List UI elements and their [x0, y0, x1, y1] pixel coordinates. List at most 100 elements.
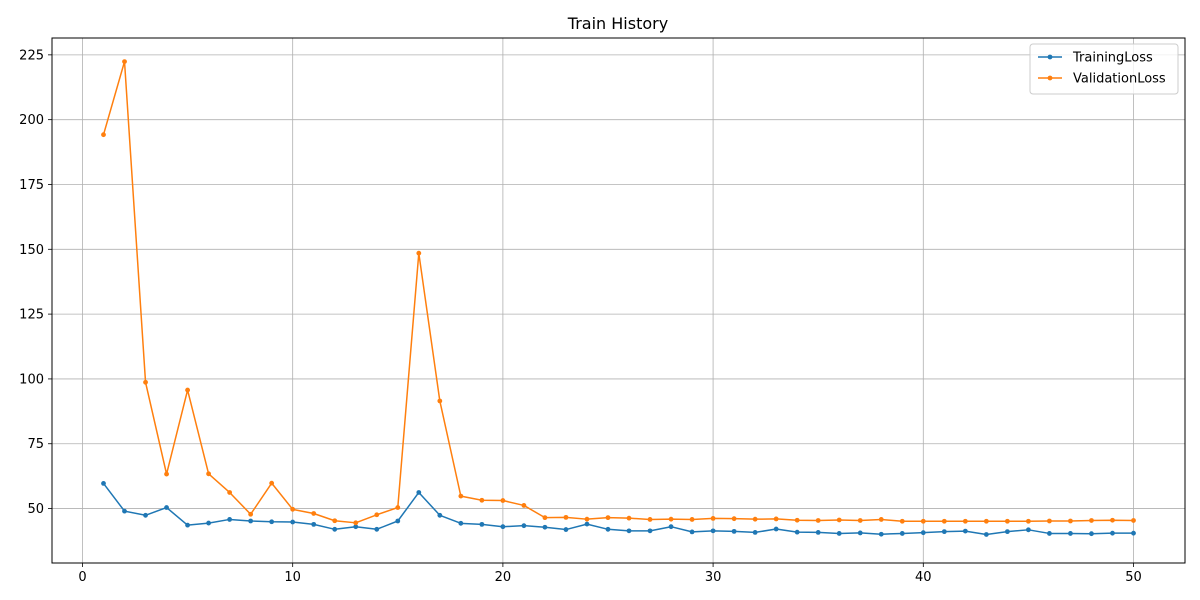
data-point — [836, 531, 842, 536]
data-point — [479, 521, 485, 527]
data-point — [416, 490, 422, 495]
data-point — [815, 518, 821, 523]
data-point — [143, 512, 148, 518]
data-point — [920, 518, 926, 524]
data-point — [794, 529, 800, 535]
y-tick-label: 150 — [19, 243, 44, 258]
data-point — [479, 497, 485, 503]
data-point — [332, 518, 338, 524]
y-tick-label: 75 — [27, 437, 44, 452]
y-tick-label: 200 — [19, 113, 44, 128]
data-point — [521, 523, 527, 529]
legend-swatch-marker — [1047, 75, 1053, 81]
data-point — [626, 515, 632, 521]
x-tick-label: 20 — [495, 570, 512, 585]
y-tick-label: 125 — [19, 308, 44, 323]
x-tick-label: 30 — [705, 570, 722, 585]
data-point — [269, 519, 275, 525]
data-point — [101, 481, 106, 486]
grid-lines — [52, 38, 1185, 563]
legend-swatch-marker — [1047, 54, 1053, 60]
data-point — [731, 528, 737, 534]
x-tick-label: 10 — [284, 570, 301, 585]
data-point — [710, 528, 716, 534]
data-point — [815, 530, 821, 535]
data-point — [605, 526, 611, 532]
data-point — [1025, 518, 1031, 524]
data-point — [857, 518, 863, 523]
data-point — [1131, 518, 1136, 523]
data-point — [731, 516, 737, 522]
y-tick-label: 50 — [27, 502, 44, 517]
y-tick-label: 225 — [19, 48, 44, 63]
data-point — [374, 526, 380, 532]
data-point — [647, 528, 653, 534]
data-point — [311, 511, 317, 516]
data-point — [1089, 518, 1094, 523]
data-point — [647, 517, 653, 522]
y-tick-label: 175 — [19, 178, 44, 193]
data-point — [353, 524, 359, 530]
data-point — [437, 512, 443, 518]
data-point — [1047, 531, 1052, 536]
data-point — [458, 493, 464, 499]
data-point — [1004, 529, 1010, 535]
series-ValidationLoss — [101, 59, 1136, 526]
data-point — [395, 505, 401, 510]
data-point — [752, 516, 758, 522]
x-tick-label: 0 — [78, 570, 86, 585]
data-point — [920, 530, 926, 536]
data-point — [773, 516, 779, 522]
data-point — [878, 531, 884, 537]
data-point — [563, 527, 569, 532]
data-point — [752, 530, 758, 535]
data-point — [500, 498, 506, 503]
data-point — [857, 530, 863, 536]
data-point — [983, 532, 989, 537]
data-point — [878, 517, 884, 522]
data-point — [773, 526, 779, 532]
data-point — [353, 520, 359, 526]
series-line — [102, 482, 1134, 536]
data-point — [185, 522, 190, 528]
data-point — [584, 516, 590, 522]
data-point — [1110, 530, 1115, 536]
data-point — [689, 517, 695, 522]
legend-label: ValidationLoss — [1073, 72, 1166, 87]
legend-label: TrainingLoss — [1072, 51, 1153, 66]
data-point — [836, 517, 842, 523]
data-point — [899, 518, 905, 524]
data-point — [1131, 530, 1136, 536]
data-point — [1068, 531, 1073, 536]
data-point — [227, 490, 233, 495]
legend-box — [1029, 43, 1179, 95]
data-point — [1110, 517, 1115, 523]
data-point — [458, 520, 464, 526]
y-tick-label: 100 — [19, 372, 44, 387]
data-point — [668, 524, 674, 530]
data-point — [290, 506, 296, 512]
data-point — [311, 521, 317, 527]
data-point — [332, 526, 338, 532]
data-point — [437, 398, 443, 404]
data-point — [941, 529, 947, 535]
data-point — [1089, 531, 1094, 537]
data-point — [206, 471, 212, 477]
data-point — [185, 387, 190, 393]
x-tick-label: 40 — [915, 570, 932, 585]
data-point — [1047, 518, 1052, 524]
data-point — [122, 508, 127, 514]
data-point — [521, 503, 527, 508]
data-point — [416, 250, 422, 256]
data-point — [1004, 518, 1010, 524]
x-tick-label: 50 — [1125, 570, 1142, 585]
data-point — [227, 517, 233, 522]
data-point — [605, 515, 611, 521]
data-point — [542, 524, 548, 530]
data-point — [164, 505, 169, 510]
legend: TrainingLoss ValidationLoss — [1029, 43, 1179, 95]
data-point — [542, 515, 548, 521]
data-point — [689, 529, 695, 535]
